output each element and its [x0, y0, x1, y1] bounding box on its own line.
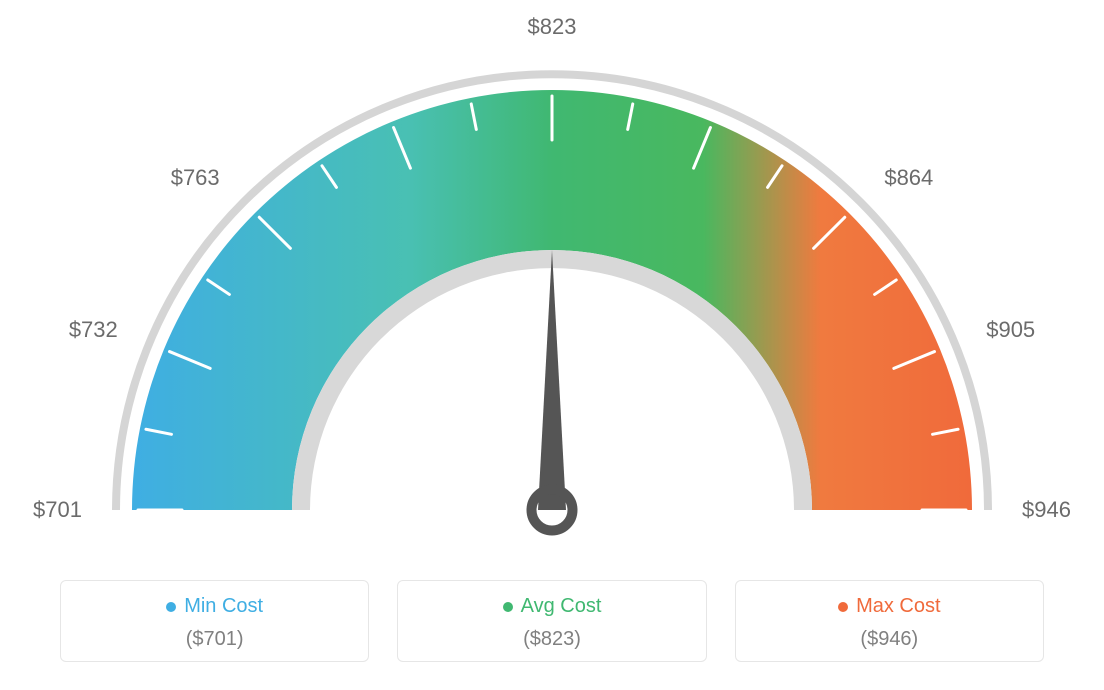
legend-max: Max Cost ($946) [735, 580, 1044, 662]
legend-min: Min Cost ($701) [60, 580, 369, 662]
gauge-chart: $701 $732 $763 $823 $864 $905 $946 [0, 0, 1104, 560]
gauge-tick-label: $823 [528, 14, 577, 40]
gauge-tick-label: $732 [69, 317, 118, 343]
gauge-tick-label: $701 [33, 497, 82, 523]
gauge-tick-label: $864 [884, 165, 933, 191]
legend-avg-dot [503, 602, 513, 612]
legend-max-value: ($946) [746, 628, 1033, 651]
legend-min-value: ($701) [71, 628, 358, 651]
legend-min-label: Min Cost [184, 595, 263, 618]
legend-max-label: Max Cost [856, 595, 940, 618]
legend-min-title: Min Cost [166, 595, 263, 618]
legend-avg-label: Avg Cost [521, 595, 602, 618]
legend: Min Cost ($701) Avg Cost ($823) Max Cost… [0, 560, 1104, 690]
legend-max-title: Max Cost [838, 595, 940, 618]
legend-avg: Avg Cost ($823) [397, 580, 706, 662]
legend-avg-value: ($823) [408, 628, 695, 651]
gauge-tick-label: $946 [1022, 497, 1071, 523]
legend-min-dot [166, 602, 176, 612]
legend-max-dot [838, 602, 848, 612]
gauge-tick-label: $763 [171, 165, 220, 191]
legend-avg-title: Avg Cost [503, 595, 602, 618]
gauge-tick-label: $905 [986, 317, 1035, 343]
